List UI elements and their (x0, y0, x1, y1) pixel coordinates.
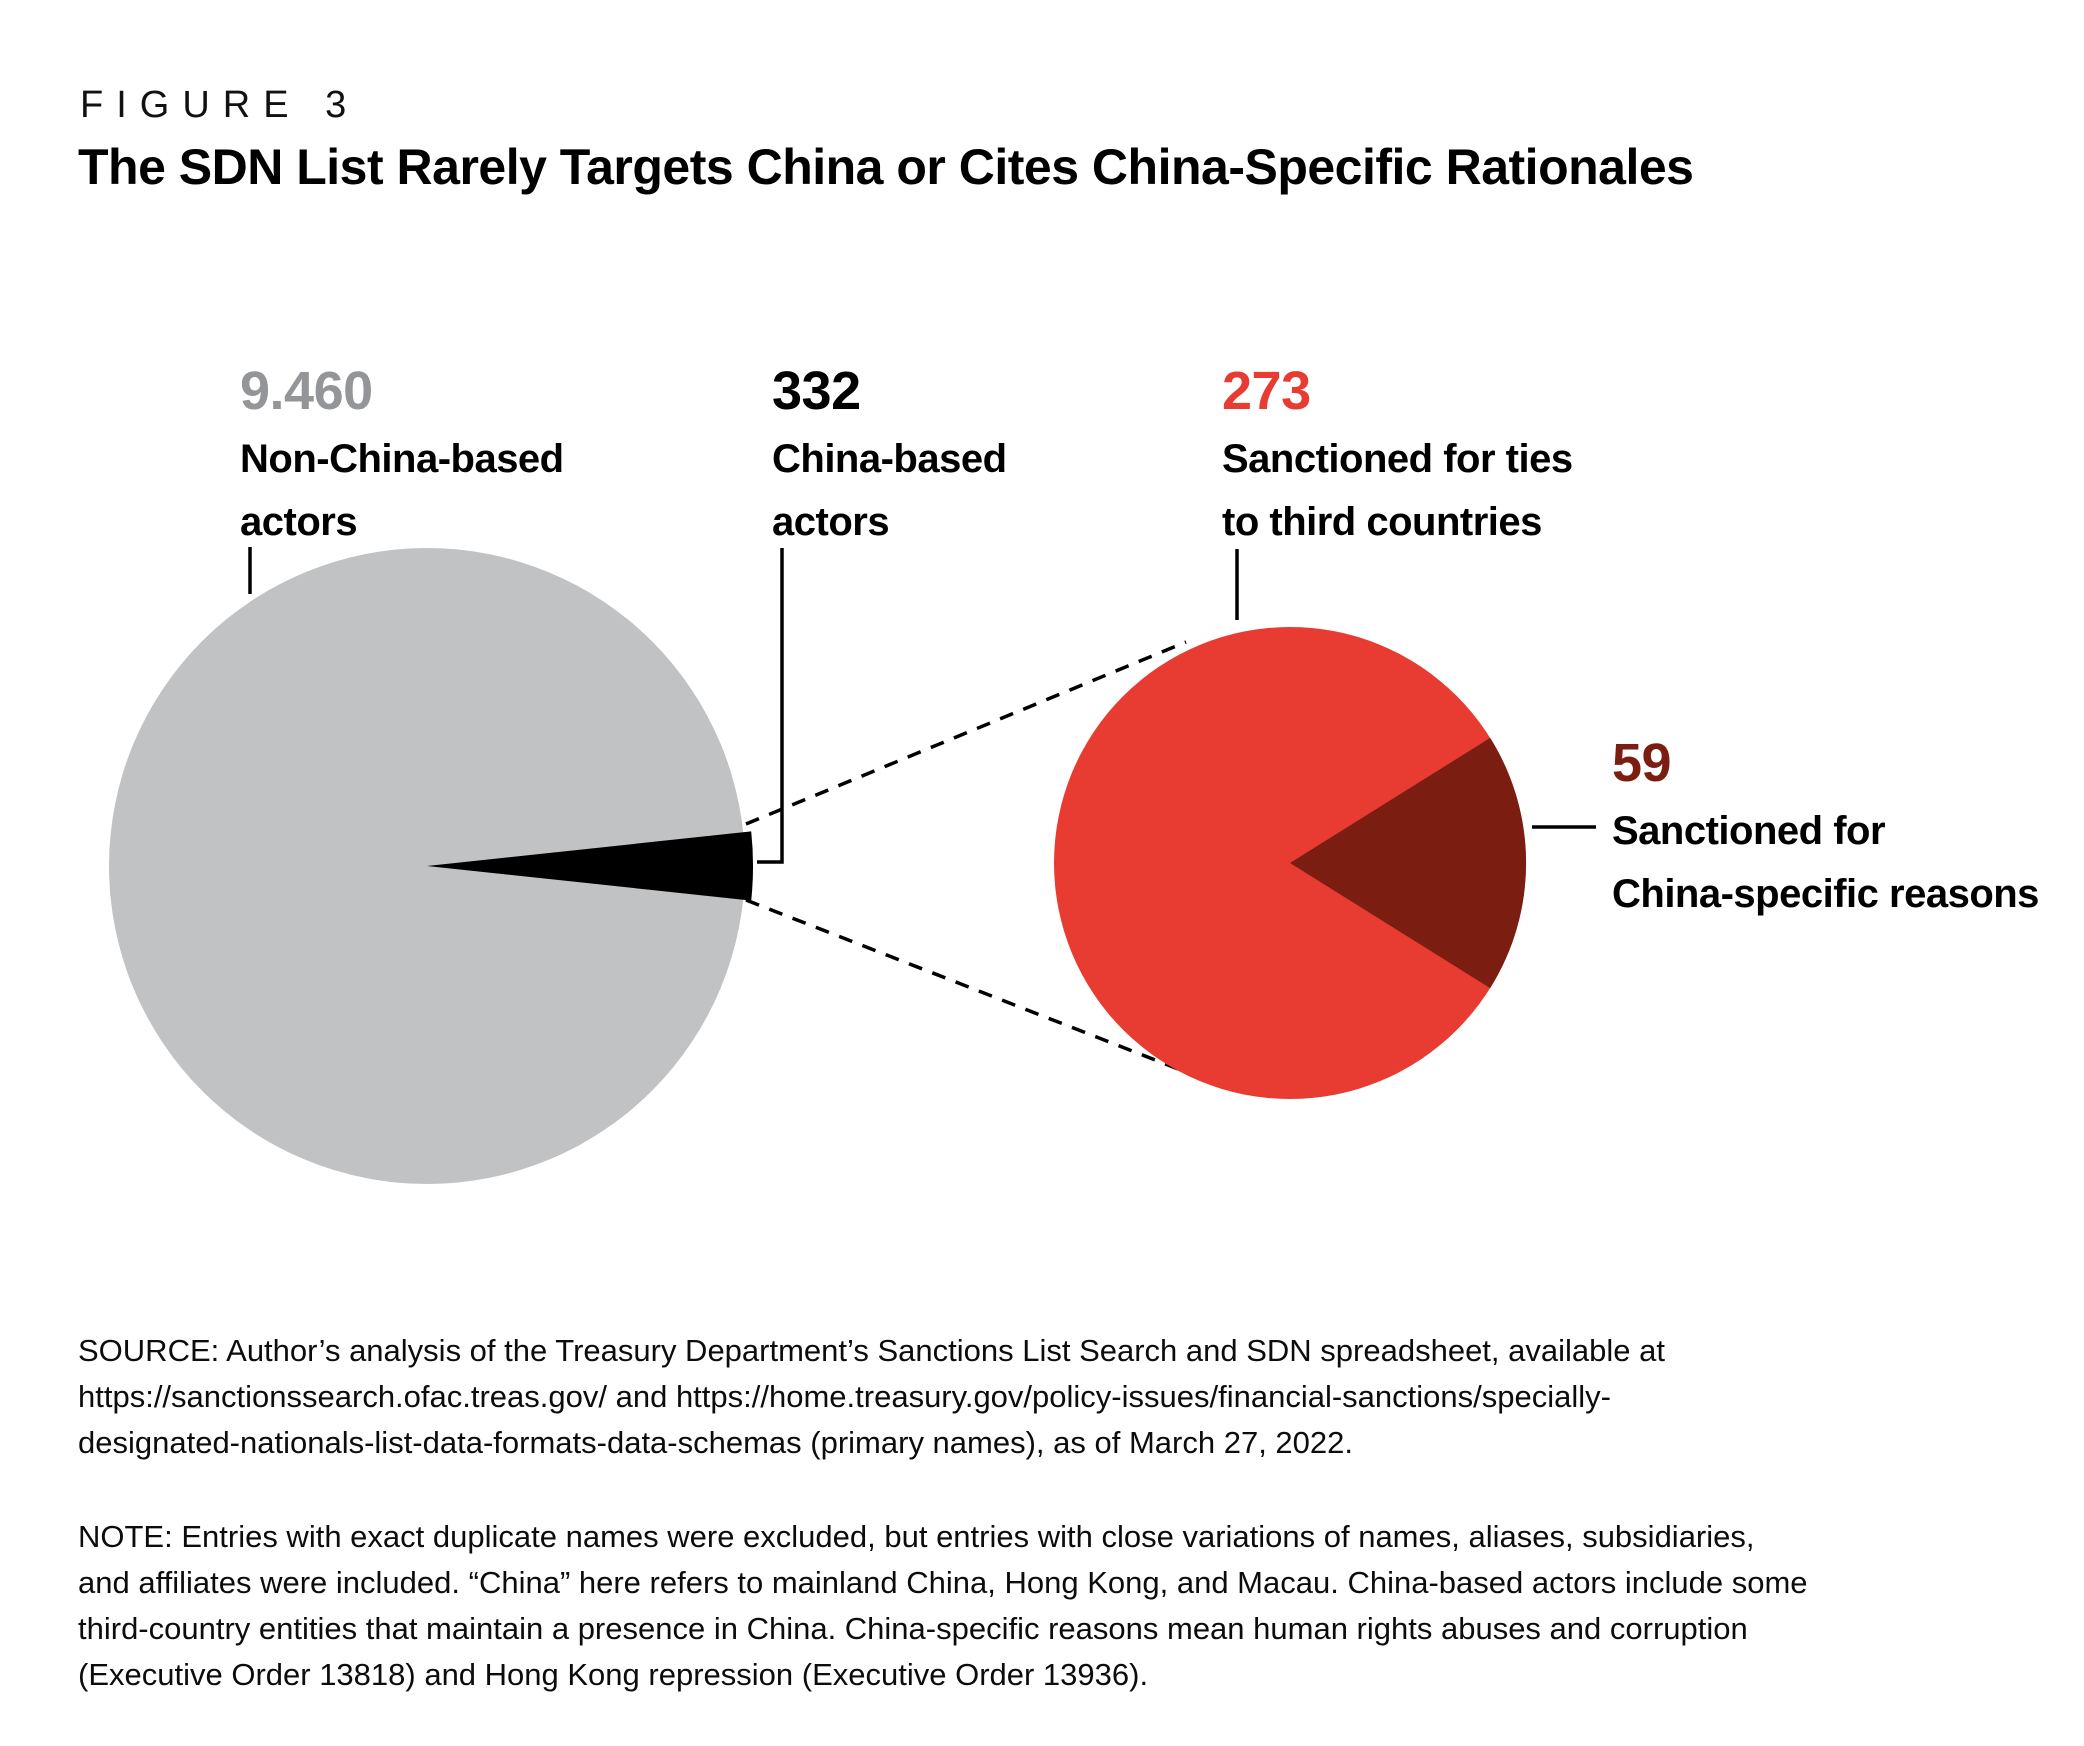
annotation-non-china-label: Non-China-based actors (240, 437, 564, 544)
figure-kicker: FIGURE 3 (80, 84, 360, 126)
note-text: NOTE: Entries with exact duplicate names… (78, 1519, 1808, 1692)
annotation-china-based: 332 China-based actors (772, 360, 1007, 554)
annotation-china-specific: 59 Sanctioned for China-specific reasons (1612, 732, 2039, 926)
annotation-non-china: 9.460 Non-China-based actors (240, 360, 564, 554)
leader-line-china-based (757, 548, 784, 864)
annotation-third-countries-label: Sanctioned for ties to third countries (1222, 437, 1573, 544)
annotation-china-specific-value: 59 (1612, 733, 1672, 793)
annotation-non-china-value: 9.460 (240, 361, 373, 421)
source-text: SOURCE: Author’s analysis of the Treasur… (78, 1333, 1665, 1460)
annotation-third-countries-value: 273 (1222, 361, 1311, 421)
pie-right-maroon-wedge (1290, 737, 1527, 989)
projection-line-bottom (745, 898, 1187, 1074)
annotation-china-specific-label: Sanctioned for China-specific reasons (1612, 809, 2039, 916)
annotation-third-countries: 273 Sanctioned for ties to third countri… (1222, 360, 1573, 554)
annotation-china-based-value: 332 (772, 361, 861, 421)
projection-line-top (745, 640, 1187, 826)
pie-left-black-wedge (427, 831, 754, 901)
figure-title: The SDN List Rarely Targets China or Cit… (78, 139, 1694, 195)
annotation-china-based-label: China-based actors (772, 437, 1007, 544)
